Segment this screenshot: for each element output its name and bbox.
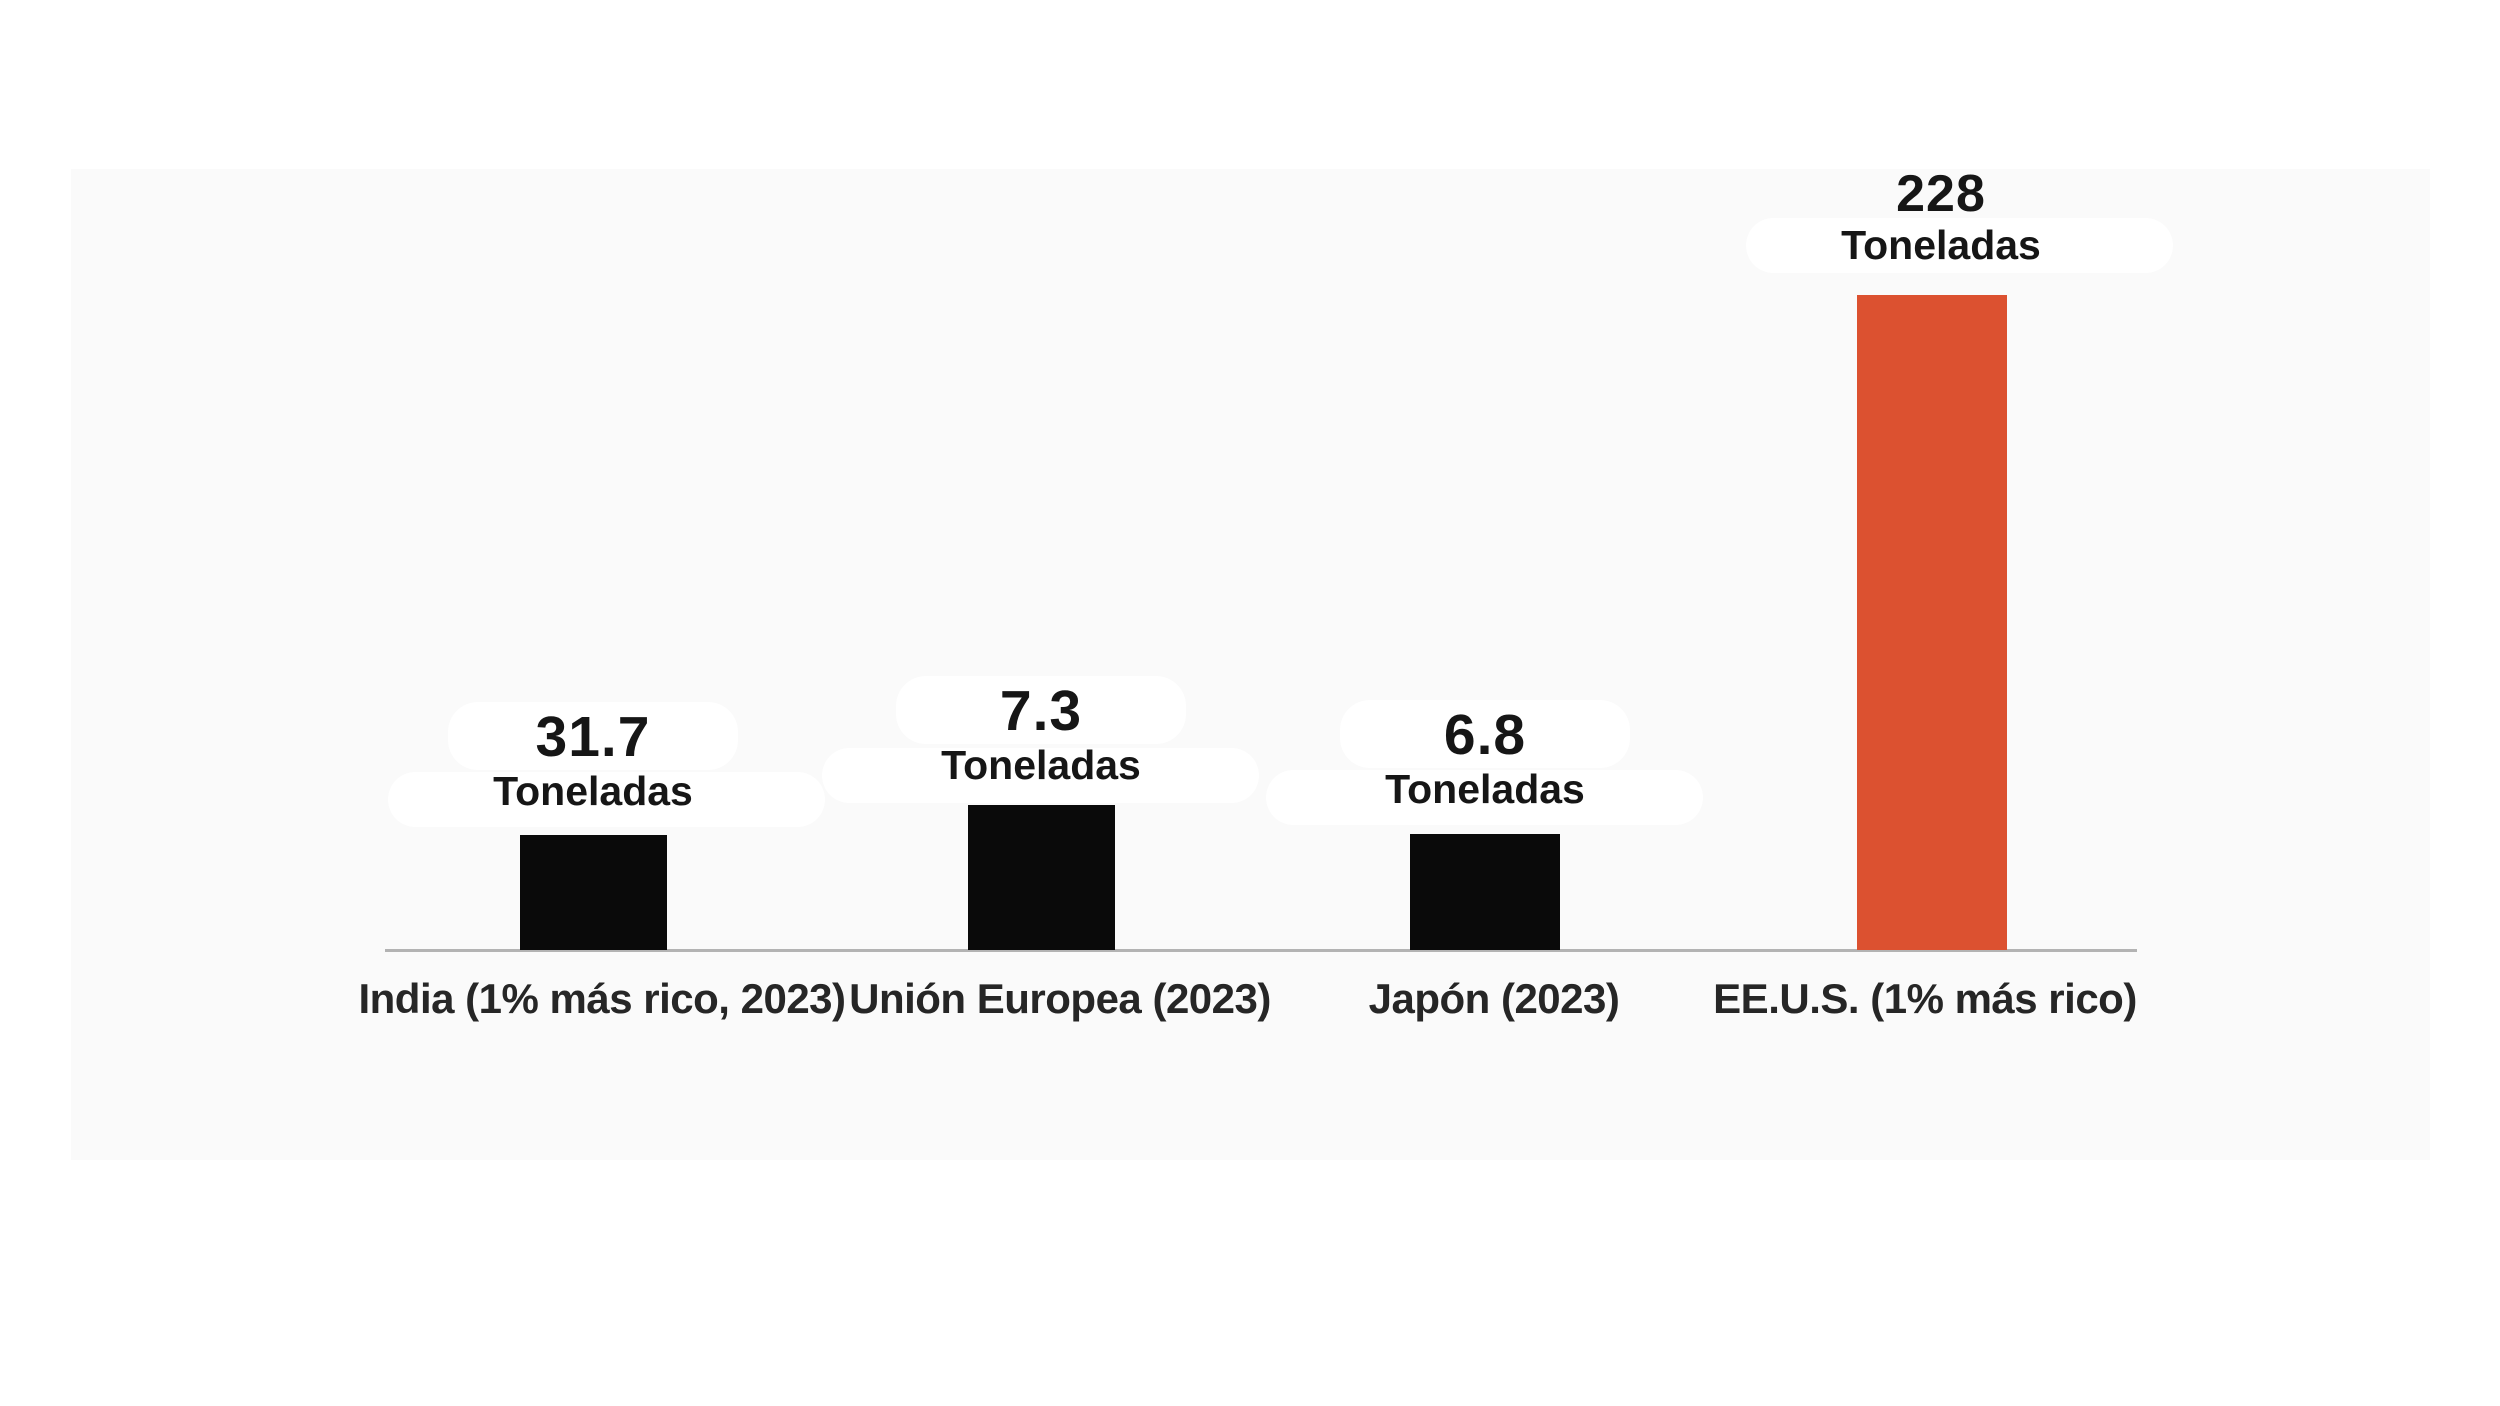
category-label-japon: Japón (2023) <box>1368 975 1620 1022</box>
value-label-india: 31.7 Toneladas <box>383 706 803 814</box>
category-label-eeus: EE.U.S. (1% más rico) <box>1713 975 2137 1022</box>
value-number: 228 <box>1896 165 1986 223</box>
bar-eeus-highlight <box>1857 295 2007 950</box>
label-pill <box>1746 218 2173 273</box>
bar-japon <box>1410 834 1560 950</box>
value-label-japon: 6.8 Toneladas <box>1275 704 1695 812</box>
x-axis-baseline <box>385 949 2137 952</box>
value-label-eeus: 228 Toneladas <box>1731 166 2151 268</box>
value-number: 6.8 <box>1443 703 1527 767</box>
value-number: 7.3 <box>999 679 1083 743</box>
value-unit: Toneladas <box>1841 222 2041 268</box>
bar-union-europea <box>968 805 1115 950</box>
chart-panel <box>71 169 2430 1160</box>
label-pill <box>1340 700 1630 768</box>
value-number: 31.7 <box>535 705 651 769</box>
label-pill <box>448 702 738 770</box>
label-pill <box>896 676 1186 744</box>
label-pill <box>1266 770 1703 825</box>
label-pill <box>388 772 825 827</box>
value-unit: Toneladas <box>941 742 1141 788</box>
label-pill <box>822 748 1259 803</box>
category-label-india: India (1% más rico, 2023) <box>358 975 846 1022</box>
bar-india <box>520 835 667 950</box>
category-label-union-europea: Unión Europea (2023) <box>849 975 1271 1022</box>
value-label-union-europea: 7.3 Toneladas <box>831 680 1251 788</box>
value-unit: Toneladas <box>493 768 693 814</box>
value-unit: Toneladas <box>1385 766 1585 812</box>
